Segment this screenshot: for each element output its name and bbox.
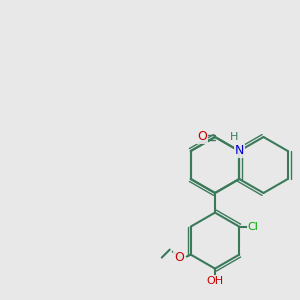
Text: O: O (197, 130, 207, 143)
Text: Cl: Cl (248, 222, 259, 232)
Text: O: O (174, 251, 184, 264)
Text: OH: OH (206, 276, 224, 286)
Text: N: N (235, 145, 244, 158)
Text: H: H (230, 132, 238, 142)
